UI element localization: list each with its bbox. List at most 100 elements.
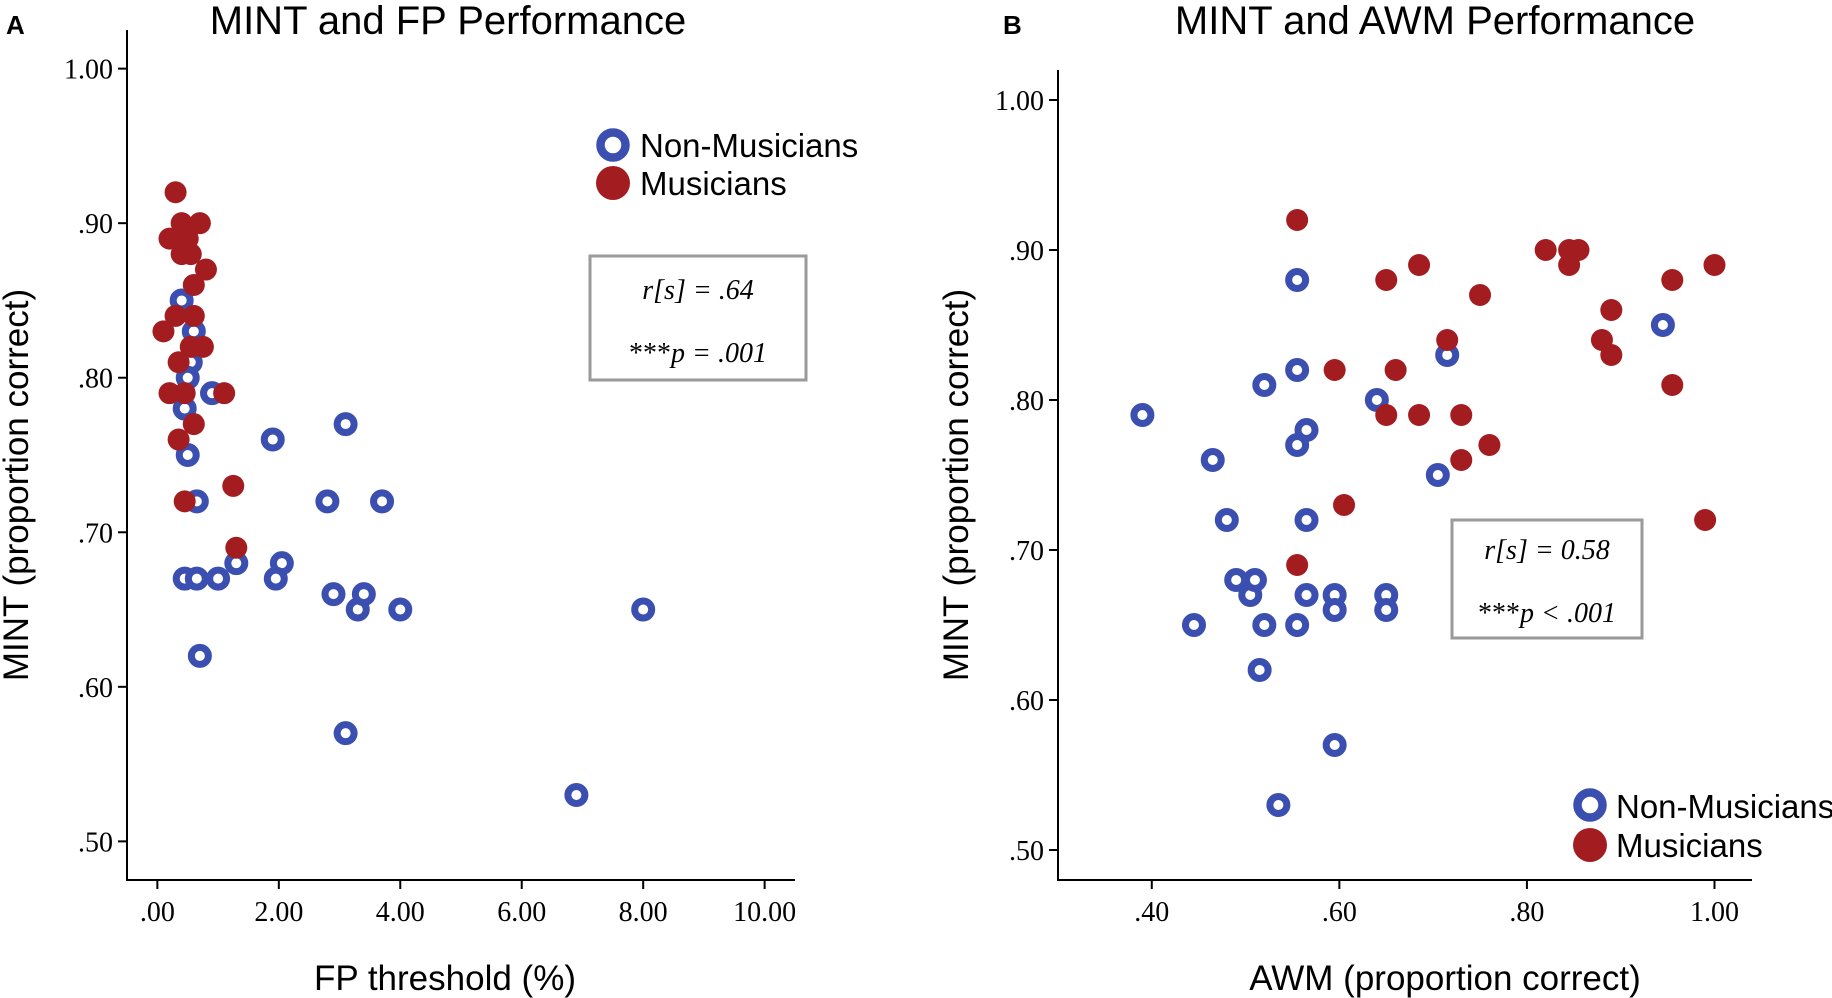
panel-b-point-non-musicians — [1266, 793, 1291, 817]
panel-a-point-non-musicians — [333, 412, 358, 437]
panel-b-point-non-musicians — [1242, 568, 1267, 592]
panel-b-point-non-musicians — [1322, 598, 1347, 622]
panel-b-point-musicians — [1600, 299, 1623, 321]
panel-b-stat-box: r[s] = 0.58 ***p < .001 — [1450, 518, 1644, 640]
panel-b-stat-stars: *** — [1478, 598, 1520, 629]
panel-b-legend-musicians-label: Musicians — [1616, 827, 1763, 864]
panel-a-point-musicians — [182, 304, 205, 327]
panel-a-stat-correlation: r[s] = .64 — [642, 275, 753, 306]
panel-b-point-musicians — [1408, 404, 1431, 426]
panel-a-stat-pvalue: ***p = .001 — [629, 338, 767, 369]
panel-a-point-musicians — [182, 413, 205, 436]
panel-b-point-non-musicians — [1181, 613, 1206, 637]
panel-b-stat-box-frame — [1450, 518, 1644, 640]
panel-a-point-musicians — [167, 428, 190, 451]
panel-a-legend: Non-Musicians Musicians — [596, 127, 858, 202]
panel-a-x-axis-label: FP threshold (%) — [314, 959, 576, 998]
panel-b-point-non-musicians — [1224, 568, 1249, 592]
panel-b-y-tick-label: 1.00 — [995, 86, 1044, 117]
panel-a-stat-p: p = .001 — [669, 338, 767, 369]
panel-a-point-musicians — [188, 212, 211, 235]
panel-a-y-tick-label: .70 — [78, 518, 113, 549]
panel-b-y-tick-label: .90 — [1009, 236, 1044, 267]
panel-b-point-musicians — [1375, 269, 1398, 291]
panel-a-y-tick-label: .90 — [78, 209, 113, 240]
panel-b-stat-pvalue: ***p < .001 — [1478, 598, 1616, 629]
panel-a-point-musicians — [152, 320, 175, 343]
panel-b-point-non-musicians — [1294, 418, 1319, 442]
panel-a-x-tick-label: 4.00 — [376, 897, 425, 928]
panel-b-point-non-musicians — [1364, 388, 1389, 412]
panel-b-point-musicians — [1450, 404, 1473, 426]
panel-b-point-musicians — [1661, 269, 1684, 291]
panel-b-legend-musicians-marker — [1573, 828, 1607, 862]
panel-a-x-tick-label: 10.00 — [733, 897, 796, 928]
panel-b-point-non-musicians — [1322, 733, 1347, 757]
panel-b-point-non-musicians — [1285, 613, 1310, 637]
panel-b-point-non-musicians — [1294, 583, 1319, 607]
panel-a-y-tick-label: .80 — [78, 364, 113, 395]
panel-a-legend-musicians-label: Musicians — [640, 165, 787, 202]
panel-b-y-tick-label: .50 — [1009, 836, 1044, 867]
panel-a-points — [152, 181, 656, 807]
panel-b-y-tick-label: .80 — [1009, 386, 1044, 417]
panel-b-point-non-musicians — [1374, 598, 1399, 622]
panel-a-point-non-musicians — [351, 582, 376, 607]
panel-b-legend: Non-Musicians Musicians — [1573, 788, 1832, 864]
panel-a-point-non-musicians — [175, 443, 200, 467]
panel-b-point-non-musicians — [1650, 313, 1675, 337]
panel-b-x-axis-label: AWM (proportion correct) — [1249, 959, 1641, 998]
panel-b-point-musicians — [1333, 494, 1356, 516]
panel-b-point-musicians — [1469, 284, 1492, 306]
panel-b-point-non-musicians — [1130, 403, 1155, 427]
panel-b-scatter: B MINT and AWM Performance AWM (proporti… — [937, 0, 1832, 998]
panel-b-ticks: .40 .60 .80 1.00 .50 .60 .70 .80 .90 1.00 — [995, 86, 1739, 928]
panel-a-point-musicians — [225, 536, 248, 559]
panel-a-point-musicians — [164, 181, 187, 204]
panel-a-point-musicians — [191, 335, 214, 358]
panel-b-point-non-musicians — [1214, 508, 1239, 532]
panel-a-point-non-musicians — [564, 783, 589, 807]
panel-a-point-non-musicians — [206, 566, 231, 591]
panel-a-point-non-musicians — [260, 427, 285, 452]
panel-b-point-musicians — [1408, 254, 1431, 276]
panel-b-point-musicians — [1375, 404, 1398, 426]
panel-b-point-non-musicians — [1200, 448, 1225, 472]
panel-b-legend-non-musicians-marker — [1573, 788, 1607, 822]
panel-b-point-non-musicians — [1252, 373, 1277, 397]
panel-b-label: B — [1003, 10, 1022, 40]
panel-a-point-non-musicians — [388, 597, 413, 622]
panel-b-point-musicians — [1534, 239, 1557, 261]
panel-b-x-tick-label: .80 — [1509, 897, 1544, 928]
panel-a-x-tick-label: 8.00 — [619, 897, 668, 928]
panel-b-point-musicians — [1286, 209, 1309, 231]
panel-b-point-non-musicians — [1247, 658, 1272, 682]
panel-a-point-musicians — [194, 258, 217, 281]
panel-b-point-non-musicians — [1285, 358, 1310, 382]
panel-a-point-musicians — [167, 351, 190, 374]
panel-b-point-musicians — [1286, 554, 1309, 576]
panel-a-point-musicians — [158, 227, 181, 250]
panel-b-y-axis-label: MINT (proportion correct) — [937, 289, 976, 681]
panel-b-point-non-musicians — [1425, 463, 1450, 487]
panel-a-y-axis-label: MINT (proportion correct) — [0, 289, 36, 681]
panel-a-x-tick-label: .00 — [140, 897, 175, 928]
panel-a-stat-box-frame — [588, 254, 808, 382]
panel-a-point-musicians — [182, 274, 205, 296]
panel-b-point-musicians — [1703, 254, 1726, 276]
panel-b-point-musicians — [1450, 449, 1473, 471]
panel-a-point-non-musicians — [184, 566, 209, 591]
panel-a-scatter: A MINT and FP Performance FP threshold (… — [0, 0, 858, 998]
panel-a-point-non-musicians — [315, 489, 340, 514]
panel-a-point-non-musicians — [321, 582, 346, 607]
panel-b-point-musicians — [1694, 509, 1717, 531]
panel-b-title: MINT and AWM Performance — [1175, 0, 1695, 43]
panel-a-y-tick-label: 1.00 — [64, 55, 113, 86]
panel-a-legend-non-musicians-marker — [596, 128, 630, 162]
panel-a-point-musicians — [222, 474, 245, 497]
panel-b-point-musicians — [1436, 329, 1459, 351]
panel-b-point-musicians — [1567, 239, 1590, 261]
panel-b-stat-correlation: r[s] = 0.58 — [1484, 535, 1609, 566]
panel-a-y-tick-label: .50 — [78, 827, 113, 858]
